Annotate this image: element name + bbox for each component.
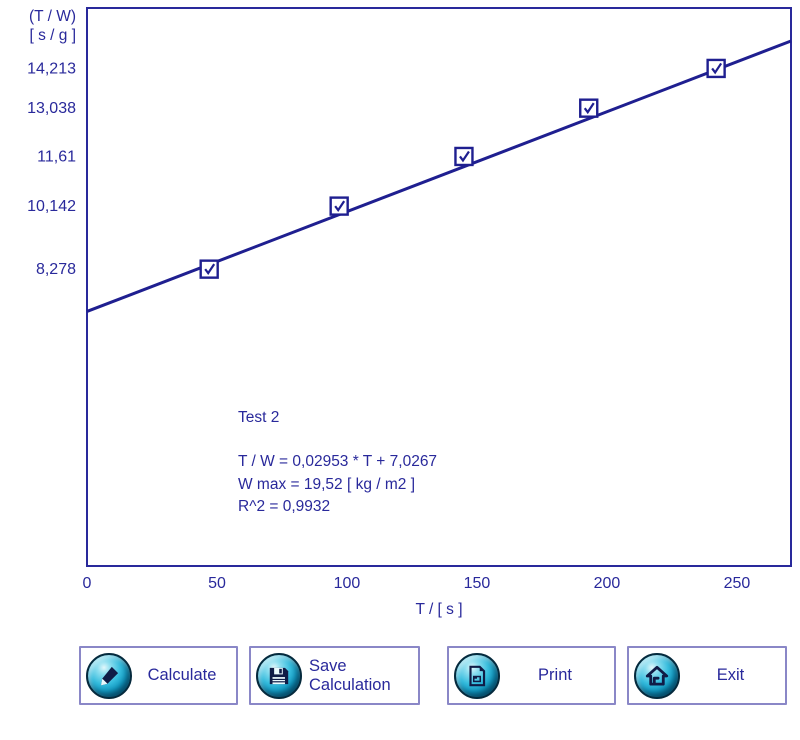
plot-border xyxy=(86,7,792,567)
y-tick-label: 8,278 xyxy=(36,261,76,278)
data-point-marker xyxy=(579,98,599,118)
annotation-series-label: Test 2 xyxy=(238,409,279,426)
print-button-label: Print xyxy=(538,666,572,685)
home-icon xyxy=(634,652,680,699)
pencil-icon xyxy=(86,652,132,699)
exit-button[interactable]: Exit xyxy=(627,646,787,705)
document-icon xyxy=(454,652,500,699)
x-tick-label: 200 xyxy=(594,575,621,592)
y-axis-title: [ s / g ] xyxy=(29,27,76,44)
data-point-check xyxy=(711,62,723,75)
x-tick-label: 250 xyxy=(724,575,751,592)
floppy-disk-icon xyxy=(256,652,302,699)
data-point-check xyxy=(334,200,346,213)
data-point-marker xyxy=(706,58,726,79)
annotation-wmax: W max = 19,52 [ kg / m2 ] xyxy=(238,476,415,493)
y-tick-label: 11,61 xyxy=(37,148,76,165)
annotation-equation: T / W = 0,02953 * T + 7,0267 xyxy=(238,453,437,470)
x-axis-title: T / [ s ] xyxy=(415,601,462,618)
x-tick-label: 100 xyxy=(334,575,361,592)
print-button[interactable]: Print xyxy=(447,646,616,705)
y-axis-title: (T / W) xyxy=(29,8,76,25)
calculate-button[interactable]: Calculate xyxy=(79,646,238,705)
annotation-r-squared: R^2 = 0,9932 xyxy=(238,498,330,515)
x-tick-label: 0 xyxy=(83,575,92,592)
y-tick-label: 14,213 xyxy=(27,60,76,77)
data-point-check xyxy=(459,150,470,163)
save-calculation-button[interactable]: Save Calculation xyxy=(249,646,420,705)
data-point-check xyxy=(204,263,216,276)
data-point-check xyxy=(583,102,595,115)
regression-chart: (T / W) [ s / g ] 14,213 13,038 11,61 10,142 8… xyxy=(27,7,792,618)
save-calculation-button-label: Save Calculation xyxy=(309,657,391,694)
x-tick-label: 150 xyxy=(464,575,491,592)
data-point-marker xyxy=(454,146,474,167)
y-tick-label: 10,142 xyxy=(27,198,76,215)
data-point-marker xyxy=(199,259,219,279)
calculate-button-label: Calculate xyxy=(147,666,217,685)
x-tick-label: 50 xyxy=(208,575,226,592)
data-point-marker xyxy=(329,196,349,216)
exit-button-label: Exit xyxy=(716,666,745,685)
y-tick-label: 13,038 xyxy=(27,100,76,117)
